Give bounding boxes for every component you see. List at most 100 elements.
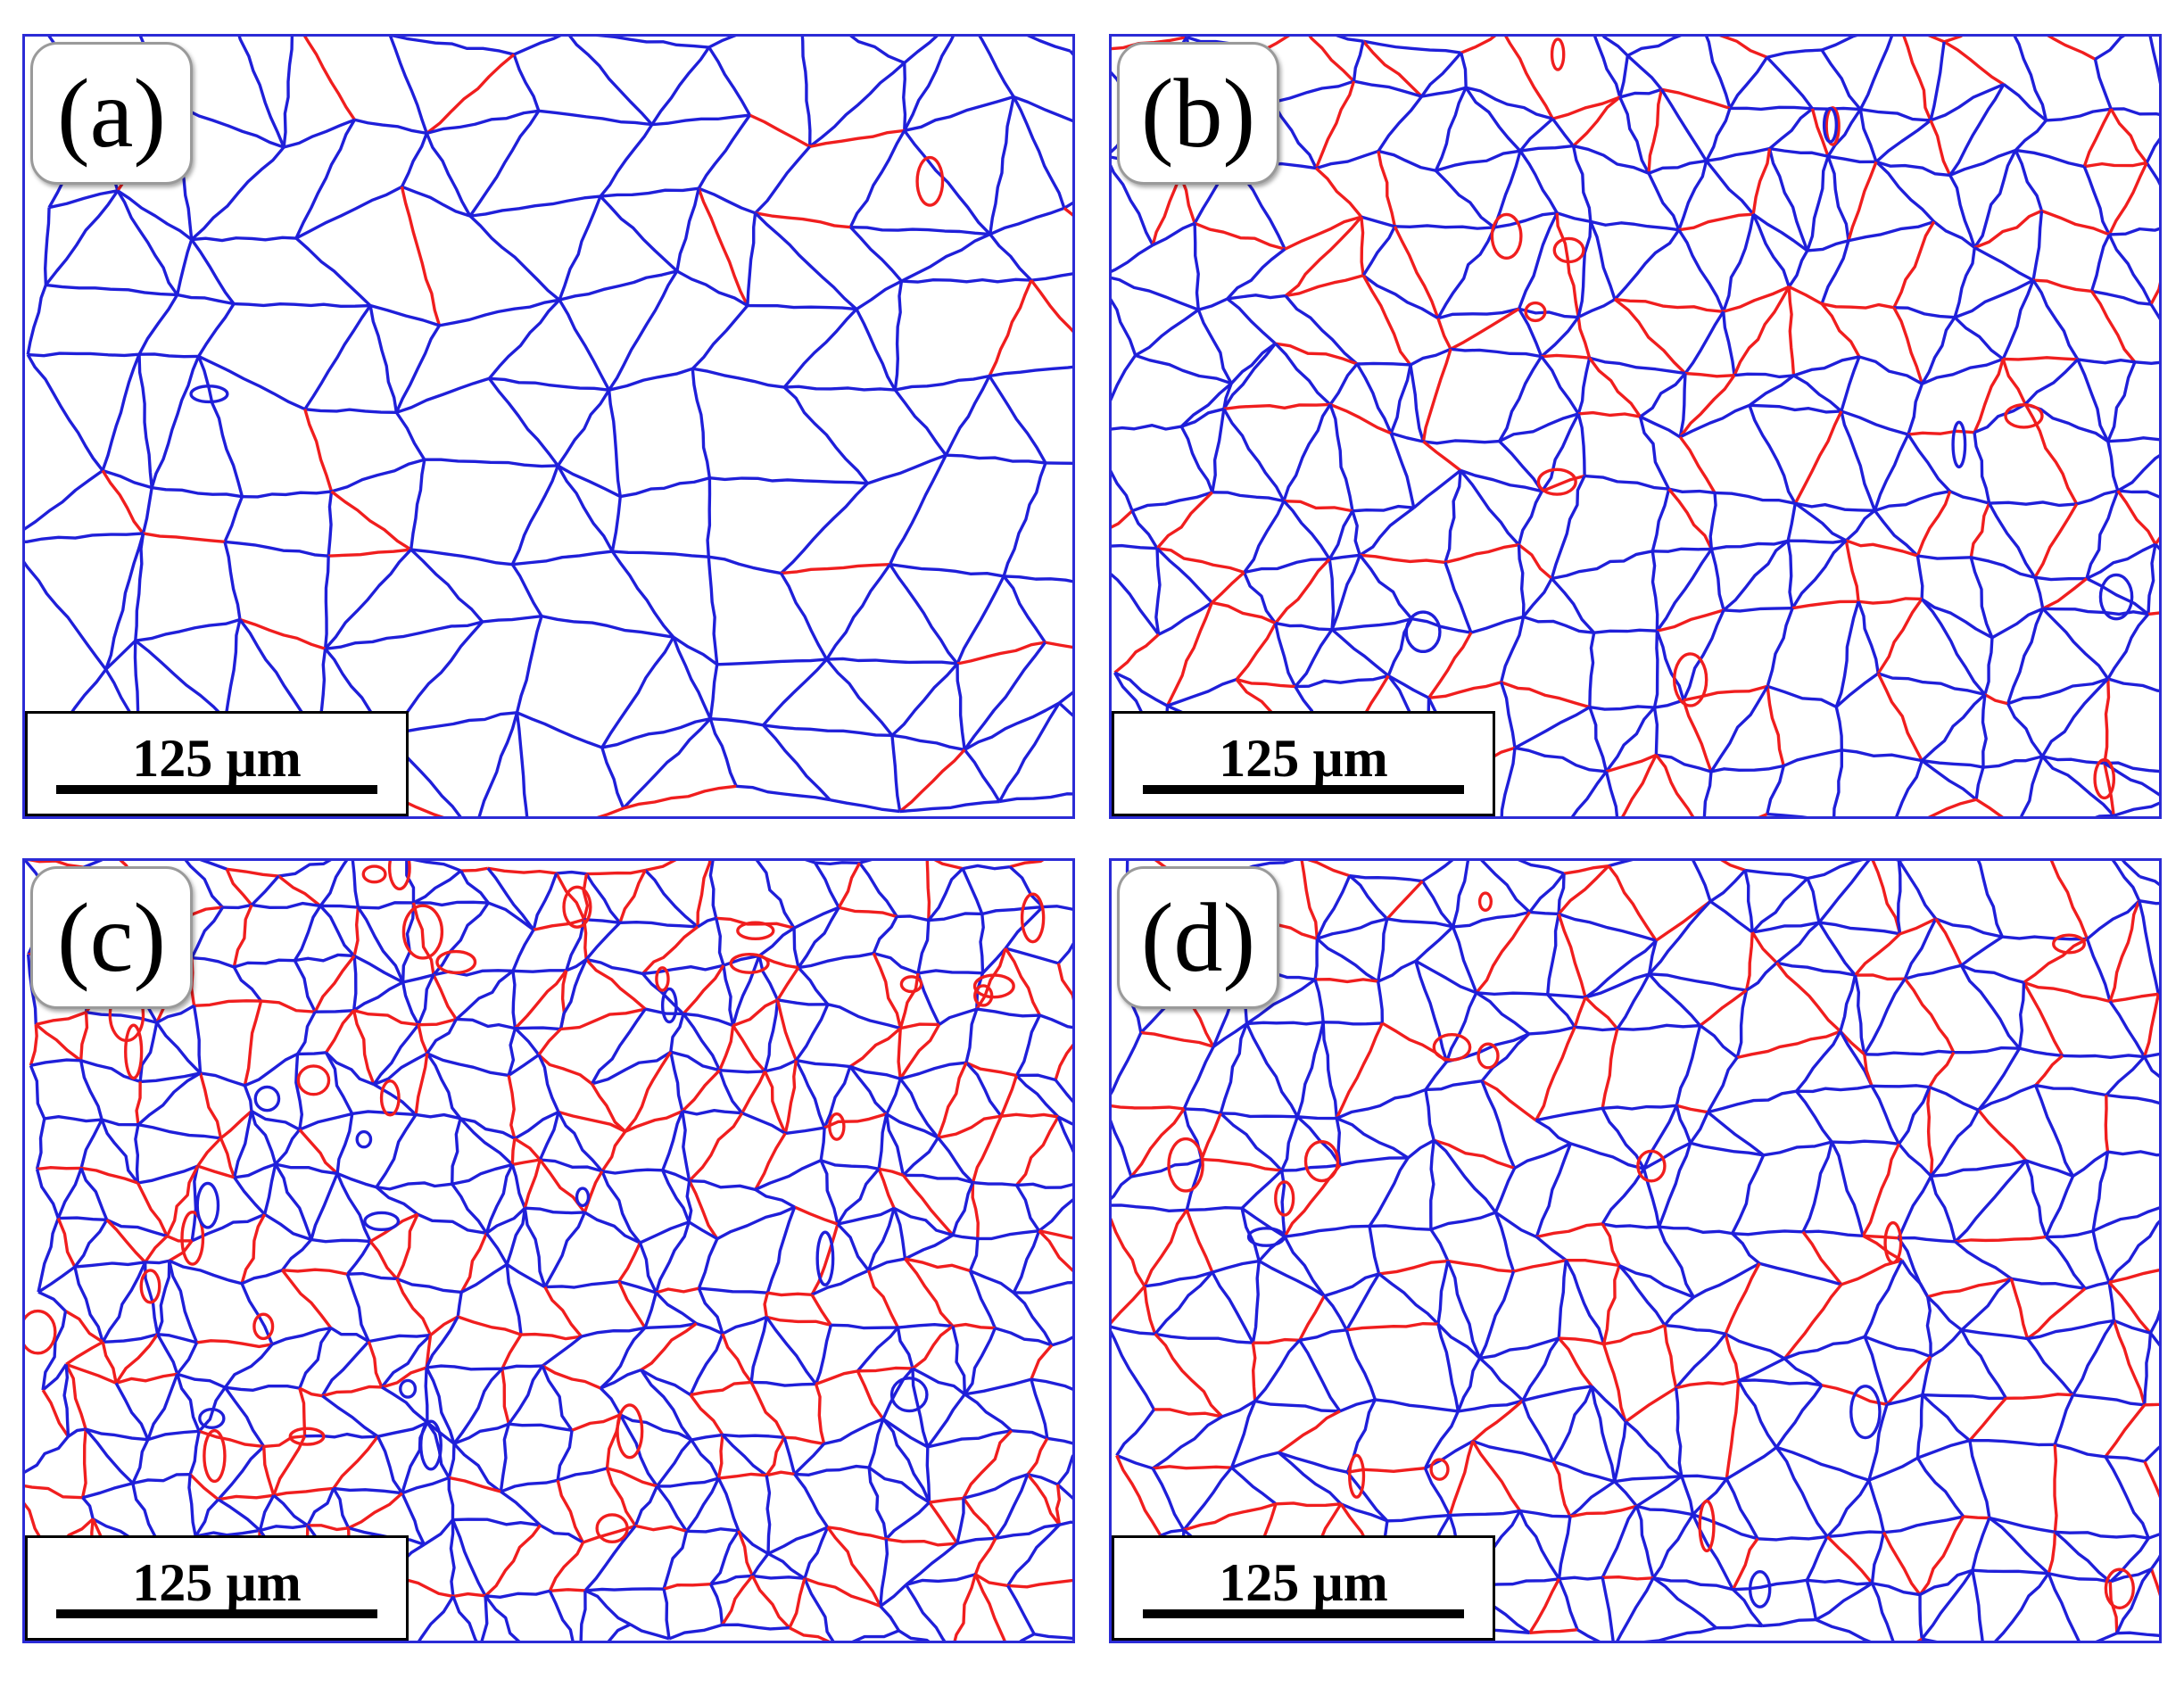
grain-boundary-segment: [1783, 1357, 1823, 1387]
grain-boundary-segment: [1430, 1211, 1496, 1231]
grain-boundary-segment: [459, 1232, 488, 1294]
grain-boundary-segment: [1339, 1156, 1409, 1167]
grain-boundary-segment: [351, 861, 360, 908]
grain-boundary-segment: [1389, 364, 1412, 434]
grain-boundary-segment: [293, 959, 317, 1013]
grain-boundary-segment: [1724, 1262, 1761, 1335]
grain-boundary-segment: [1935, 917, 2003, 939]
grain-boundary-segment: [793, 1443, 825, 1476]
grain-boundary-segment: [1839, 1030, 1874, 1087]
grain-boundary-segment: [1274, 558, 1331, 624]
grain-boundary-segment: [737, 1529, 769, 1556]
grain-boundary-segment: [353, 1009, 419, 1027]
grain-boundary-segment: [1648, 972, 1701, 1027]
grain-boundary-segment: [1971, 1569, 1984, 1641]
grain-boundary-segment: [484, 1594, 521, 1641]
twin-loop: [1348, 1453, 1366, 1499]
grain-boundary-segment: [591, 1083, 627, 1133]
grain-boundary-segment: [79, 1167, 109, 1220]
grain-boundary-segment: [2024, 1160, 2048, 1238]
grain-boundary-segment: [1230, 1451, 1279, 1469]
grain-boundary-segment: [1514, 746, 1607, 773]
grain-boundary-segment: [961, 867, 984, 915]
grain-boundary-segment: [74, 1261, 145, 1269]
grain-boundary-segment: [1841, 748, 1923, 763]
grain-boundary-segment: [1063, 206, 1072, 217]
grain-boundary-segment: [413, 900, 489, 907]
grain-boundary-segment: [1423, 439, 1500, 445]
grain-boundary-segment: [879, 1539, 889, 1607]
grain-boundary-segment: [1518, 1509, 1560, 1580]
grain-boundary-segment: [1314, 80, 1356, 170]
grain-boundary-segment: [1899, 1236, 1956, 1244]
grain-boundary-segment: [512, 969, 567, 973]
grain-boundary-segment: [1424, 1089, 1435, 1141]
grain-boundary-segment: [2001, 358, 2027, 405]
grain-boundary-segment: [64, 1363, 87, 1430]
grain-boundary-segment: [2145, 161, 2159, 186]
grain-boundary-segment: [765, 1436, 786, 1476]
grain-boundary-segment: [2107, 1282, 2116, 1321]
grain-boundary-segment: [716, 1435, 724, 1479]
grain-boundary-segment: [1868, 1456, 1919, 1482]
grain-boundary-segment: [2053, 1393, 2075, 1445]
grain-boundary-segment: [1745, 961, 1778, 992]
grain-boundary-segment: [691, 367, 785, 389]
grain-boundary-segment: [1867, 1479, 1886, 1534]
grain-boundary-segment: [1112, 573, 1160, 636]
grain-boundary-segment: [1661, 87, 1731, 111]
grain-boundary-segment: [607, 1467, 658, 1488]
grain-boundary-segment: [79, 1119, 103, 1169]
grain-boundary-segment: [368, 1333, 431, 1344]
grain-boundary-segment: [2047, 1573, 2081, 1641]
grain-boundary-segment: [1185, 1159, 1204, 1211]
grain-boundary-segment: [585, 957, 643, 976]
grain-boundary-segment: [1636, 1504, 1693, 1517]
grain-boundary-segment: [1475, 911, 1532, 994]
grain-boundary-segment: [763, 999, 780, 1072]
grain-boundary-segment: [1011, 1429, 1048, 1440]
grain-boundary-segment: [321, 1385, 383, 1398]
grain-boundary-segment: [134, 639, 227, 721]
grain-boundary-segment: [1750, 877, 1809, 934]
grain-boundary-segment: [1436, 318, 1452, 351]
grain-boundary-segment: [1451, 861, 1470, 928]
grain-boundary-segment: [1684, 371, 1735, 378]
grain-boundary-segment: [662, 1169, 691, 1183]
grain-boundary-segment: [1005, 947, 1059, 965]
grain-boundary-segment: [2107, 161, 2148, 236]
grain-boundary-segment: [1601, 1344, 1627, 1423]
grain-boundary-segment: [951, 1326, 967, 1394]
grain-boundary-segment: [912, 1367, 966, 1396]
grain-boundary-segment: [451, 1518, 487, 1597]
grain-boundary-segment: [1436, 1323, 1460, 1412]
grain-boundary-segment: [1298, 1294, 1326, 1342]
grain-boundary-segment: [988, 279, 1033, 377]
grain-boundary-segment: [1411, 616, 1472, 634]
grain-boundary-segment: [28, 351, 140, 358]
grain-boundary-segment: [2145, 137, 2159, 164]
grain-boundary-segment: [1815, 1618, 1872, 1641]
grain-boundary-segment: [1498, 440, 1543, 492]
grain-boundary-segment: [556, 1430, 574, 1481]
grain-boundary-segment: [710, 1574, 753, 1586]
grain-boundary-segment: [2034, 1084, 2075, 1178]
grain-boundary-segment: [223, 496, 244, 542]
grain-boundary-segment: [417, 1212, 487, 1236]
grain-boundary-segment: [331, 458, 426, 493]
grain-boundary-segment: [814, 1383, 826, 1444]
grain-boundary-segment: [640, 1369, 693, 1442]
grain-boundary-segment: [1725, 1380, 1741, 1480]
grain-boundary-segment: [43, 207, 51, 285]
grain-boundary-segment: [904, 1257, 955, 1327]
grain-boundary-segment: [294, 236, 372, 307]
grain-boundary-segment: [1378, 1259, 1449, 1276]
grain-boundary-segment: [332, 1435, 379, 1490]
grain-boundary-segment: [1460, 52, 1468, 88]
grain-boundary-segment: [460, 1262, 509, 1294]
grain-boundary-segment: [999, 1075, 1019, 1117]
grain-boundary-segment: [1748, 404, 1797, 505]
grain-boundary-segment: [199, 861, 228, 871]
grain-boundary-segment: [224, 619, 242, 720]
grain-boundary-segment: [1444, 470, 1462, 563]
